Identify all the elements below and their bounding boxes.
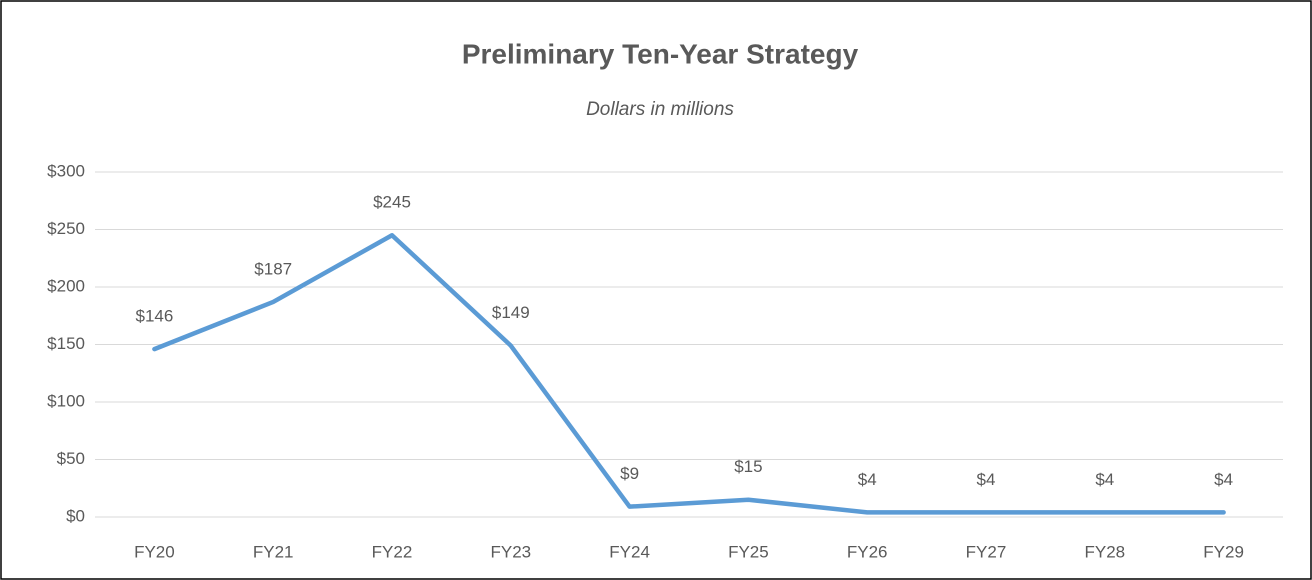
y-tick-label: $250	[47, 219, 85, 238]
y-tick-label: $100	[47, 391, 85, 410]
data-label: $4	[977, 470, 996, 489]
x-tick-label: FY22	[372, 542, 413, 561]
x-tick-label: FY29	[1203, 542, 1244, 561]
chart-subtitle: Dollars in millions	[586, 99, 734, 120]
data-label: $4	[1214, 470, 1233, 489]
x-tick-label: FY24	[609, 542, 650, 561]
data-label: $146	[135, 307, 173, 326]
data-label: $9	[620, 464, 639, 483]
y-tick-label: $0	[66, 506, 85, 525]
y-tick-label: $150	[47, 334, 85, 353]
data-label: $15	[734, 457, 762, 476]
data-label: $4	[858, 470, 877, 489]
y-tick-label: $300	[47, 161, 85, 180]
x-tick-label: FY26	[847, 542, 888, 561]
y-tick-label: $50	[57, 449, 85, 468]
x-tick-label: FY20	[134, 542, 175, 561]
data-label: $149	[492, 303, 530, 322]
y-tick-label: $200	[47, 276, 85, 295]
x-tick-label: FY27	[966, 542, 1007, 561]
x-tick-label: FY28	[1084, 542, 1125, 561]
series-line	[152, 233, 1226, 515]
x-tick-label: FY23	[490, 542, 531, 561]
data-label: $245	[373, 193, 411, 212]
data-label: $4	[1095, 470, 1114, 489]
chart-title: Preliminary Ten-Year Strategy	[462, 38, 859, 69]
x-tick-label: FY25	[728, 542, 769, 561]
data-label: $187	[254, 259, 292, 278]
x-tick-label: FY21	[253, 542, 294, 561]
